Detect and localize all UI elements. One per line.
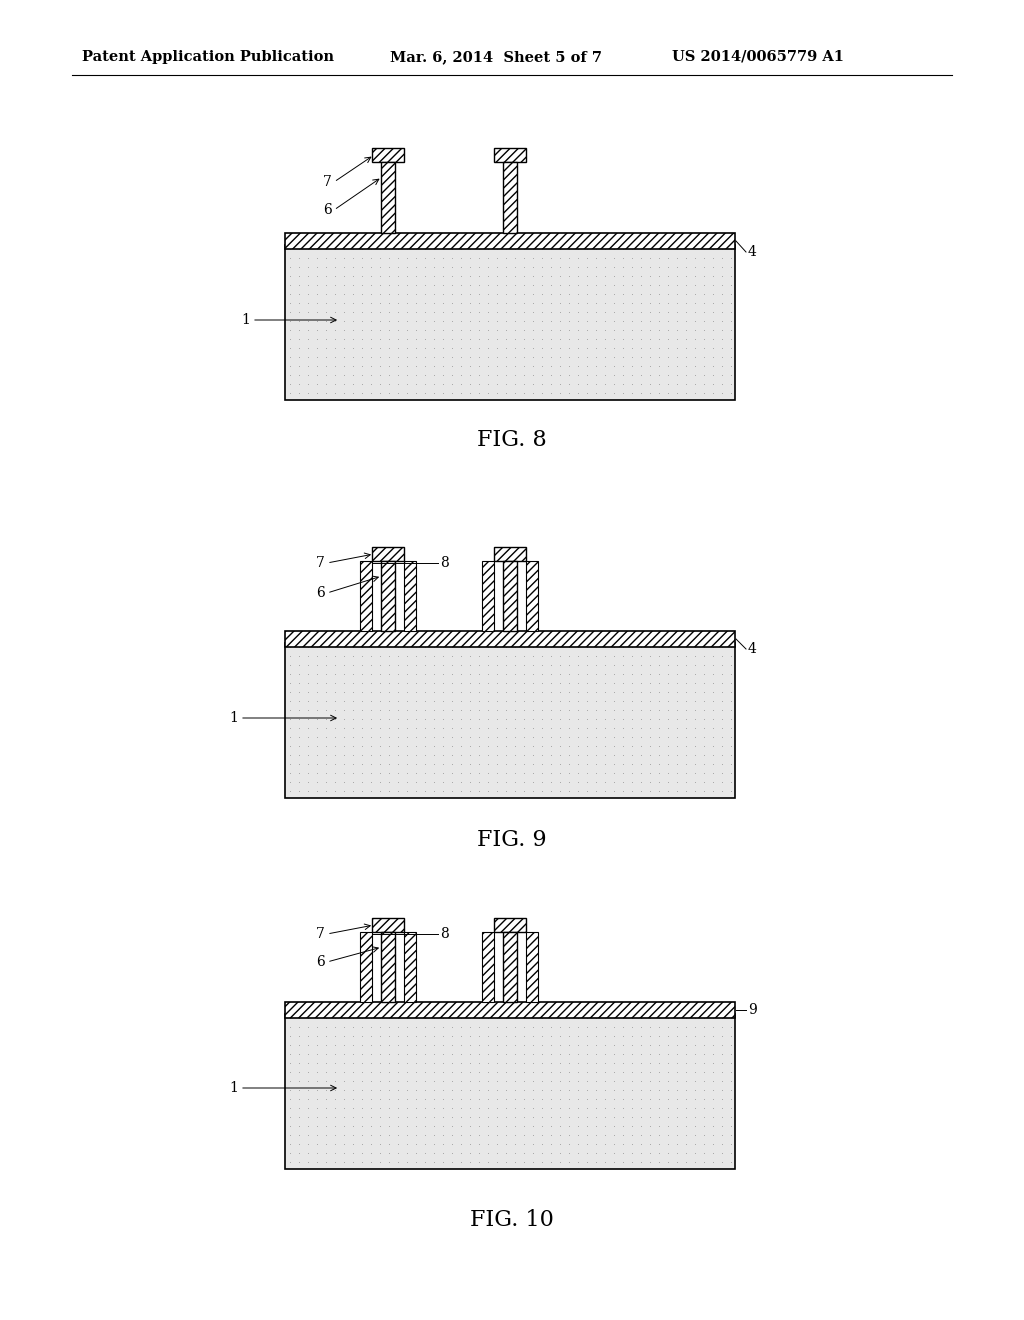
Text: Mar. 6, 2014  Sheet 5 of 7: Mar. 6, 2014 Sheet 5 of 7	[390, 50, 602, 63]
Bar	[285, 246, 735, 400]
Bar	[494, 917, 526, 932]
Bar	[360, 561, 372, 631]
Bar	[482, 561, 494, 631]
Text: US 2014/0065779 A1: US 2014/0065779 A1	[672, 50, 844, 63]
Bar	[482, 932, 494, 1002]
Text: FIG. 8: FIG. 8	[477, 429, 547, 451]
Bar	[381, 162, 395, 234]
Bar	[372, 917, 404, 932]
Bar	[285, 643, 735, 799]
Text: 6: 6	[316, 954, 325, 969]
Bar	[285, 1002, 735, 1018]
Bar	[285, 234, 735, 249]
Text: 9: 9	[748, 1003, 757, 1016]
Bar	[381, 932, 395, 1002]
Text: 1: 1	[241, 313, 250, 327]
Text: FIG. 10: FIG. 10	[470, 1209, 554, 1232]
Bar	[503, 561, 517, 631]
Bar	[526, 932, 538, 1002]
Bar	[285, 631, 735, 647]
Text: 7: 7	[316, 927, 325, 941]
Text: 4: 4	[748, 246, 757, 259]
Bar	[372, 546, 404, 561]
Text: 1: 1	[229, 1081, 238, 1096]
Text: FIG. 9: FIG. 9	[477, 829, 547, 851]
Text: 1: 1	[229, 711, 238, 725]
Bar	[404, 561, 416, 631]
Text: 6: 6	[316, 586, 325, 601]
Bar	[372, 148, 404, 162]
Text: 4: 4	[748, 642, 757, 656]
Bar	[285, 1014, 735, 1170]
Bar	[503, 162, 517, 234]
Text: 8: 8	[440, 556, 449, 570]
Bar	[503, 932, 517, 1002]
Bar	[404, 932, 416, 1002]
Bar	[360, 932, 372, 1002]
Bar	[381, 561, 395, 631]
Text: 6: 6	[324, 203, 332, 216]
Text: 8: 8	[440, 927, 449, 941]
Text: Patent Application Publication: Patent Application Publication	[82, 50, 334, 63]
Text: 7: 7	[324, 176, 332, 189]
Bar	[494, 546, 526, 561]
Bar	[494, 148, 526, 162]
Bar	[526, 561, 538, 631]
Text: 7: 7	[316, 556, 325, 570]
